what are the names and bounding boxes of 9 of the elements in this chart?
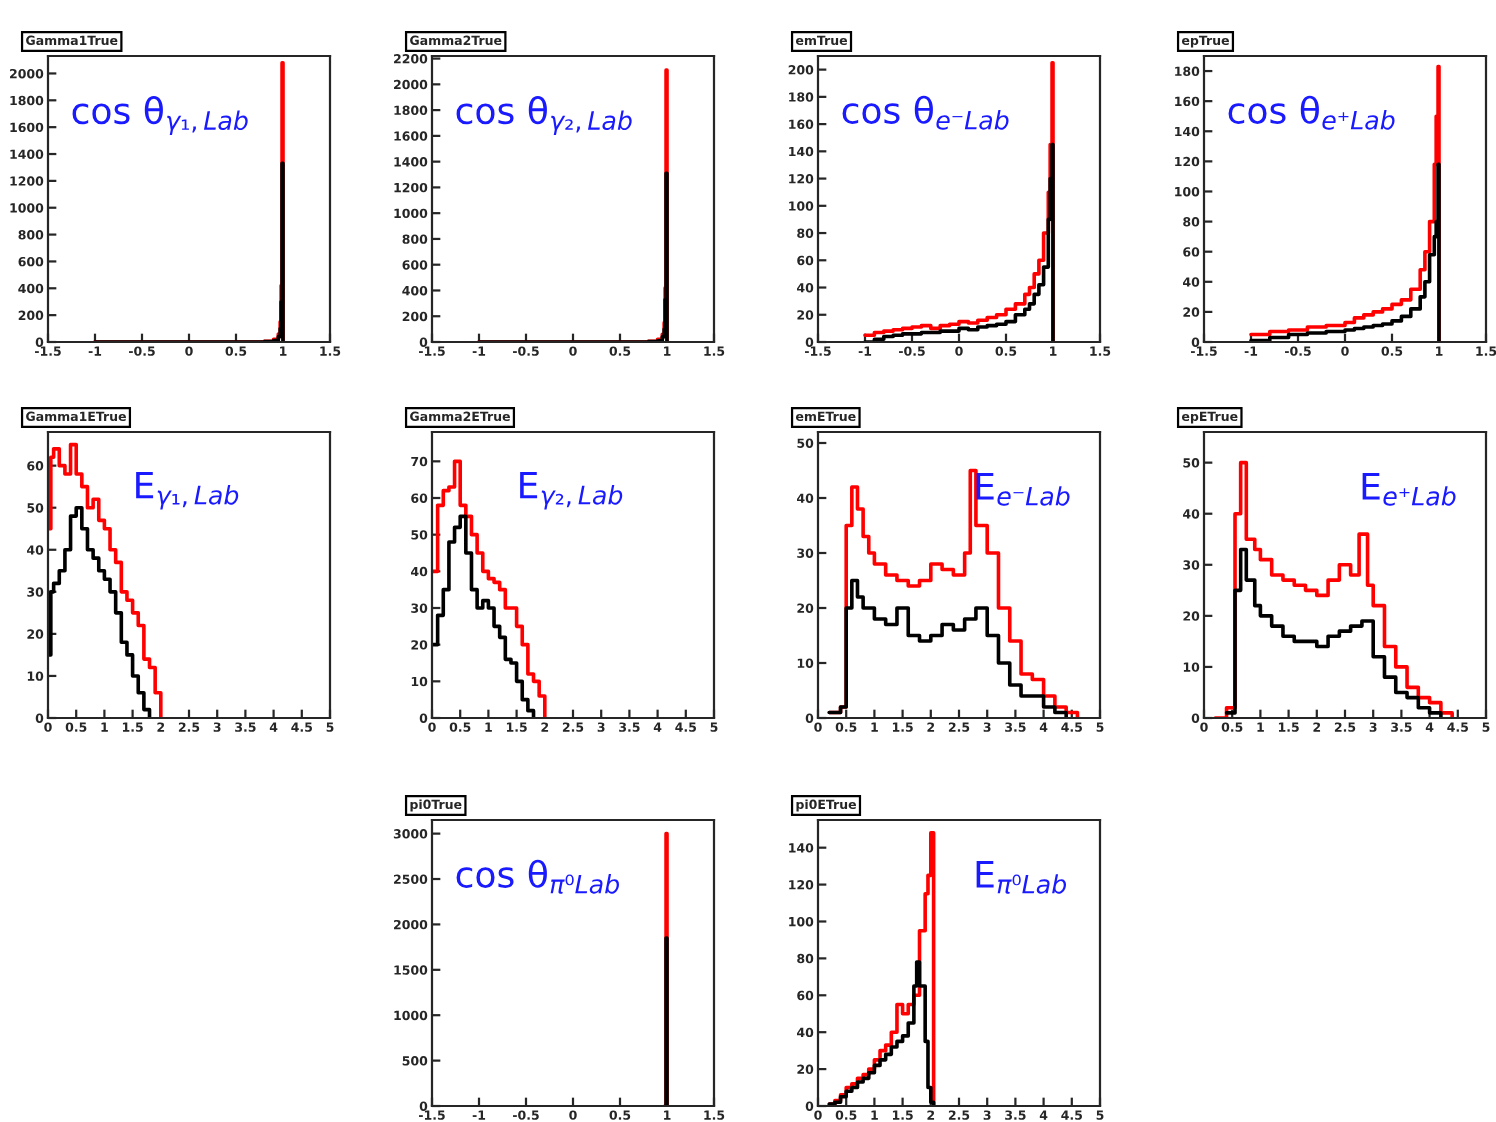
annotation: E$_{e⁺Lab}$ bbox=[1362, 473, 1456, 506]
annotation: cos θ$_{π⁰Lab}$ bbox=[456, 859, 619, 894]
annotation: E$_{γ₂,Lab}$ bbox=[520, 472, 623, 510]
annotation: E$_{π⁰Lab}$ bbox=[976, 861, 1067, 894]
annotation: cos θ$_{γ₁,Lab}$ bbox=[72, 96, 248, 135]
annotation: cos θ$_{e⁻Lab}$ bbox=[842, 95, 1009, 130]
annotation: E$_{γ₁,Lab}$ bbox=[136, 472, 239, 510]
annotation: cos θ$_{e⁺Lab}$ bbox=[1228, 95, 1395, 130]
annotation: cos θ$_{γ₂,Lab}$ bbox=[456, 96, 632, 135]
